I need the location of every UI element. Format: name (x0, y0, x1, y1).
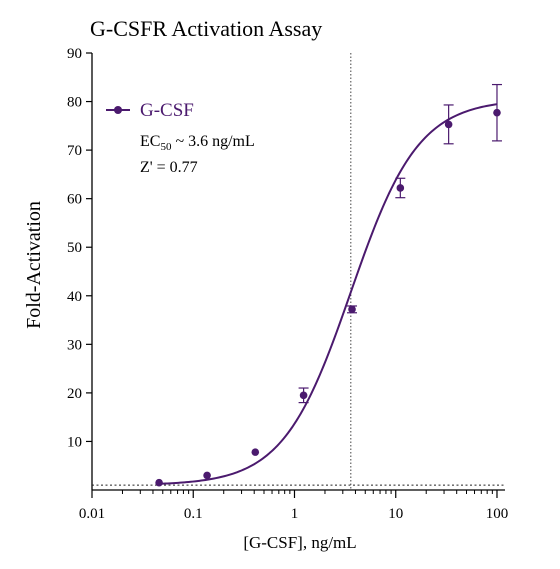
axes: 10 20 30 40 50 60 70 80 90 0.01 0.1 1 10 100 (67, 46, 508, 522)
y-tick-label: 50 (67, 240, 82, 256)
x-tick-label: 1 (291, 506, 299, 522)
data-point (444, 120, 453, 129)
legend-label: G-CSF (140, 100, 194, 121)
data-point (396, 184, 405, 192)
legend-marker (114, 106, 122, 114)
data-point (251, 448, 260, 456)
y-axis-label: Fold-Activation (23, 201, 45, 329)
data-point (203, 471, 211, 480)
chart-title: G-CSFR Activation Assay (90, 16, 322, 41)
fit-curve-group (159, 103, 498, 485)
y-tick-label: 40 (67, 289, 82, 305)
data-point (299, 391, 308, 400)
x-tick-label: 0.1 (184, 506, 203, 522)
x-tick-label: 100 (486, 506, 509, 522)
x-axis-label: [G-CSF], ng/mL (243, 533, 356, 552)
ec50-prefix: EC (140, 133, 160, 150)
y-tick-label: 80 (67, 95, 82, 111)
legend: G-CSF (106, 100, 194, 121)
y-tick-label: 20 (67, 386, 82, 402)
fit-curve (159, 103, 498, 485)
y-tick-label: 10 (67, 434, 82, 450)
y-tick-label: 60 (67, 192, 82, 208)
y-tick-label: 90 (67, 46, 82, 62)
x-tick-label: 0.01 (79, 506, 105, 522)
ec50-annotation: EC50 ~ 3.6 ng/mL (140, 133, 255, 153)
ec50-value: ~ 3.6 ng/mL (171, 133, 254, 150)
x-tick-label: 10 (388, 506, 403, 522)
data-point (155, 478, 163, 487)
data-point (348, 305, 356, 314)
data-point (493, 108, 501, 117)
data-points (155, 83, 502, 487)
z-prime-annotation: Z' = 0.77 (140, 159, 198, 176)
y-tick-label: 70 (67, 143, 82, 159)
y-tick-label: 30 (67, 337, 82, 353)
ec50-subscript: 50 (160, 141, 172, 153)
